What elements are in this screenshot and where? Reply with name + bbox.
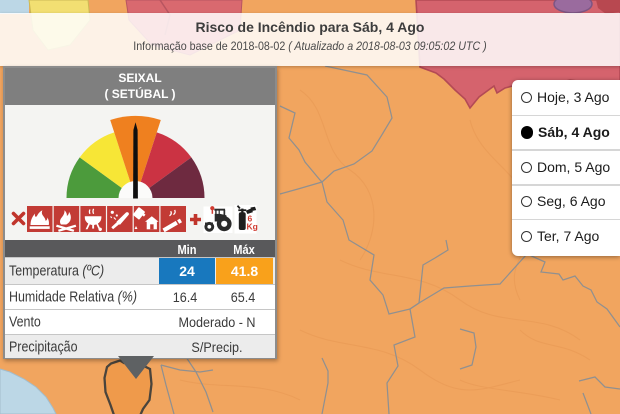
svg-text:Kg: Kg xyxy=(247,222,258,232)
svg-text:6: 6 xyxy=(248,214,253,224)
